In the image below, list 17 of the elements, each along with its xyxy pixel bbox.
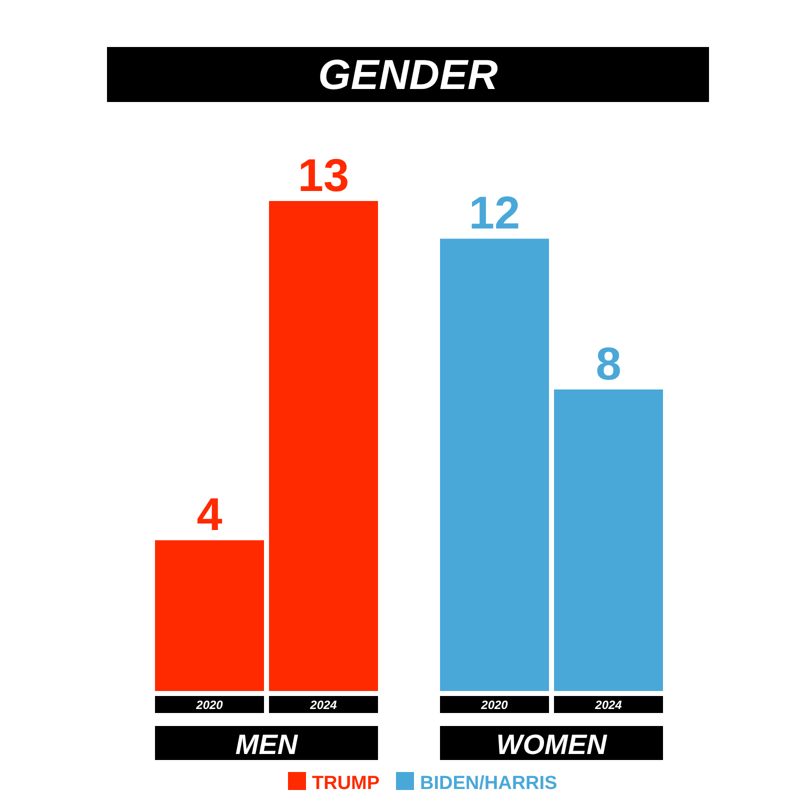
x-tick-label: 2020 bbox=[195, 698, 224, 712]
text: WOMEN bbox=[496, 729, 608, 760]
x-tick-label: 2024 bbox=[309, 698, 338, 712]
chart-title: GENDER bbox=[318, 51, 499, 98]
bar bbox=[440, 238, 549, 691]
data-label: 12 bbox=[468, 186, 520, 239]
bar bbox=[155, 540, 264, 691]
legend-label: BIDEN/HARRIS bbox=[420, 773, 558, 794]
x-tick-label: 2020 bbox=[480, 698, 508, 712]
data-label: 8 bbox=[596, 337, 622, 390]
text: MEN bbox=[235, 729, 298, 760]
data-label: 13 bbox=[298, 149, 350, 201]
bar bbox=[269, 201, 378, 691]
bar bbox=[554, 389, 663, 691]
x-tick-label: 2024 bbox=[594, 698, 622, 712]
data-label: 4 bbox=[196, 488, 223, 540]
legend-label: TRUMP bbox=[312, 773, 380, 794]
